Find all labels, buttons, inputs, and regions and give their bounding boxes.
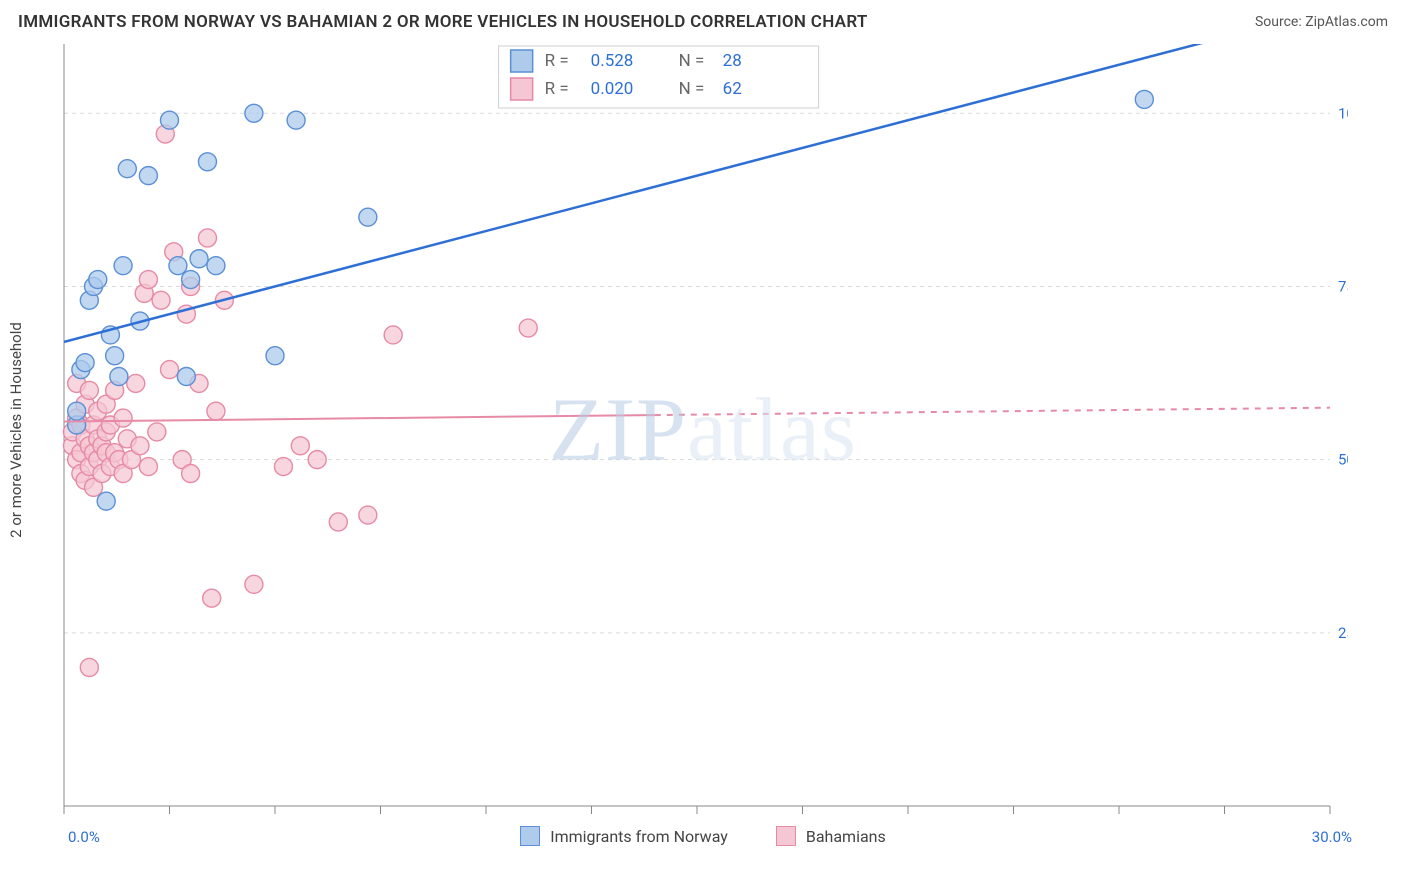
y-tick-label: 25.0% (1338, 624, 1348, 642)
data-point (131, 437, 149, 455)
y-tick-label: 50.0% (1338, 451, 1348, 469)
data-point (161, 111, 179, 129)
data-point (291, 437, 309, 455)
stats-r-value: 0.528 (591, 51, 634, 71)
data-point (177, 368, 195, 386)
data-point (519, 319, 537, 337)
data-point (359, 208, 377, 226)
data-point (182, 271, 200, 289)
data-point (308, 451, 326, 469)
data-point (110, 368, 128, 386)
stats-r-value: 0.020 (591, 79, 634, 99)
data-point (114, 257, 132, 275)
y-tick-label: 75.0% (1338, 277, 1348, 295)
data-point (161, 361, 179, 379)
stats-n-value: 28 (723, 51, 742, 71)
data-point (198, 153, 216, 171)
y-axis-label: 2 or more Vehicles in Household (7, 322, 25, 538)
data-point (190, 250, 208, 268)
data-point (203, 589, 221, 607)
data-point (80, 381, 98, 399)
data-point (329, 513, 347, 531)
chart-title: IMMIGRANTS FROM NORWAY VS BAHAMIAN 2 OR … (18, 12, 868, 32)
data-point (198, 229, 216, 247)
data-point (207, 257, 225, 275)
source-attribution: Source: ZipAtlas.com (1255, 14, 1388, 30)
stats-swatch (511, 78, 533, 100)
data-point (127, 374, 145, 392)
data-point (384, 326, 402, 344)
data-point (245, 104, 263, 122)
chart-area: 2 or more Vehicles in Household 25.0%50.… (18, 40, 1388, 820)
stats-n-value: 62 (723, 79, 742, 99)
data-point (359, 506, 377, 524)
x-axis-min-label: 0.0% (68, 828, 100, 846)
svg-text:R =: R = (545, 51, 569, 71)
data-point (169, 257, 187, 275)
data-point (139, 271, 157, 289)
regression-line (64, 415, 655, 421)
svg-text:N =: N = (679, 79, 705, 99)
svg-text:R =: R = (545, 79, 569, 99)
data-point (68, 402, 86, 420)
data-point (97, 492, 115, 510)
data-point (106, 347, 124, 365)
data-point (80, 658, 98, 676)
scatter-chart-svg: 25.0% 50.0% 75.0% 100.0% R = 0.528 N = 28 R = 0.0… (18, 40, 1348, 820)
data-point (139, 458, 157, 476)
data-point (152, 291, 170, 309)
data-point (1135, 90, 1153, 108)
data-point (266, 347, 284, 365)
data-point (76, 354, 94, 372)
data-point (287, 111, 305, 129)
stats-swatch (511, 50, 533, 72)
data-point (89, 271, 107, 289)
data-point (148, 423, 166, 441)
y-tick-label: 100.0% (1338, 104, 1348, 122)
data-point (207, 402, 225, 420)
data-point (114, 409, 132, 427)
data-point (118, 160, 136, 178)
regression-line-dashed (655, 408, 1330, 415)
svg-text:N =: N = (679, 51, 705, 71)
x-axis-max-label: 30.0% (1312, 828, 1352, 846)
data-point (274, 458, 292, 476)
data-point (139, 167, 157, 185)
data-point (182, 464, 200, 482)
data-point (245, 575, 263, 593)
